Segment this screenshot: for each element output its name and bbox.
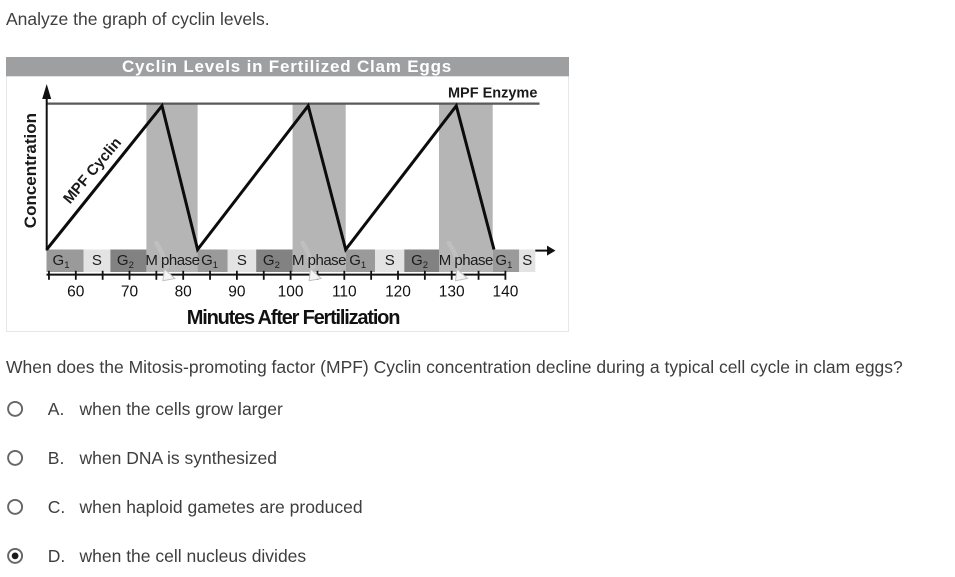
svg-text:80: 80	[175, 284, 193, 301]
svg-text:100: 100	[278, 284, 304, 301]
svg-text:90: 90	[228, 284, 246, 301]
svg-text:60: 60	[67, 284, 85, 301]
svg-text:M phase: M phase	[439, 252, 493, 269]
svg-text:S: S	[522, 252, 532, 269]
svg-text:M phase: M phase	[145, 252, 199, 269]
svg-text:140: 140	[492, 284, 518, 301]
svg-text:MPF Enzyme: MPF Enzyme	[448, 86, 537, 102]
svg-text:120: 120	[385, 284, 411, 301]
svg-text:130: 130	[439, 284, 465, 301]
svg-text:70: 70	[121, 284, 139, 301]
svg-text:Minutes After Fertilization: Minutes After Fertilization	[187, 307, 399, 329]
svg-text:M phase: M phase	[292, 252, 346, 269]
svg-text:Cyclin Levels in Fertilized Cl: Cyclin Levels in Fertilized Clam Eggs	[122, 57, 452, 76]
svg-text:Concentration: Concentration	[21, 113, 40, 228]
svg-text:S: S	[237, 252, 247, 269]
svg-text:S: S	[92, 252, 102, 269]
svg-text:S: S	[385, 252, 395, 269]
svg-text:110: 110	[332, 284, 357, 301]
